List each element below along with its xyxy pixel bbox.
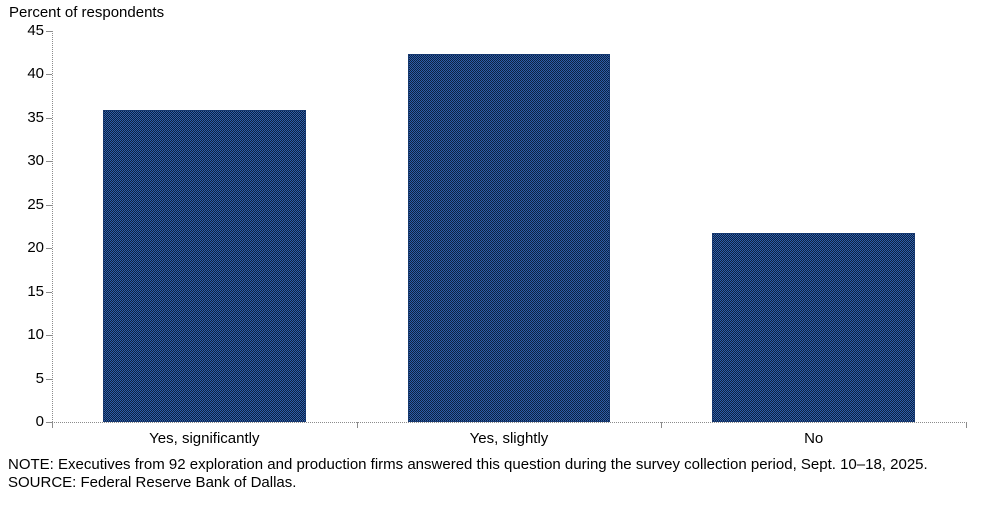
y-tick-label: 30 bbox=[27, 152, 44, 170]
y-tick-label: 15 bbox=[27, 282, 44, 300]
y-axis-tick bbox=[46, 161, 52, 163]
x-axis-tick bbox=[52, 422, 53, 428]
x-axis-label-yes-slightly: Yes, slightly bbox=[469, 430, 549, 447]
y-axis-tick bbox=[46, 422, 52, 423]
y-axis-tick bbox=[46, 248, 52, 250]
y-tick-label: 0 bbox=[35, 413, 44, 430]
bar-yes-slightly bbox=[407, 53, 611, 422]
y-axis-tick bbox=[46, 335, 52, 337]
y-axis-tick bbox=[46, 378, 52, 380]
y-tick-label: 35 bbox=[27, 108, 44, 126]
x-axis-label-yes-significantly: Yes, significantly bbox=[149, 430, 260, 447]
y-axis-title: Percent of respondents bbox=[9, 4, 165, 21]
bar-yes-significantly bbox=[102, 110, 306, 422]
source-text: SOURCE: Federal Reserve Bank of Dallas. bbox=[8, 473, 297, 491]
y-axis-tick bbox=[46, 117, 52, 119]
y-tick-label: 40 bbox=[27, 65, 44, 83]
y-axis-tick bbox=[46, 74, 52, 76]
y-axis-tick bbox=[46, 204, 52, 206]
y-axis-tick bbox=[46, 291, 52, 293]
y-tick-label: 25 bbox=[27, 195, 44, 213]
y-axis-line bbox=[52, 31, 53, 422]
bar-no bbox=[712, 233, 916, 422]
y-axis-tick bbox=[46, 31, 52, 32]
y-tick-label: 5 bbox=[35, 369, 44, 387]
note-text: NOTE: Executives from 92 exploration and… bbox=[8, 456, 928, 473]
x-axis-tick bbox=[966, 422, 967, 428]
x-axis-line bbox=[52, 422, 967, 423]
x-axis-tick bbox=[661, 422, 663, 428]
y-tick-label: 45 bbox=[27, 22, 44, 39]
x-axis-tick bbox=[356, 422, 358, 428]
footnotes: NOTE: Executives from 92 exploration and… bbox=[8, 456, 993, 491]
x-axis-label-no: No bbox=[804, 430, 824, 447]
y-tick-label: 10 bbox=[27, 326, 44, 344]
y-tick-label: 20 bbox=[27, 239, 44, 257]
